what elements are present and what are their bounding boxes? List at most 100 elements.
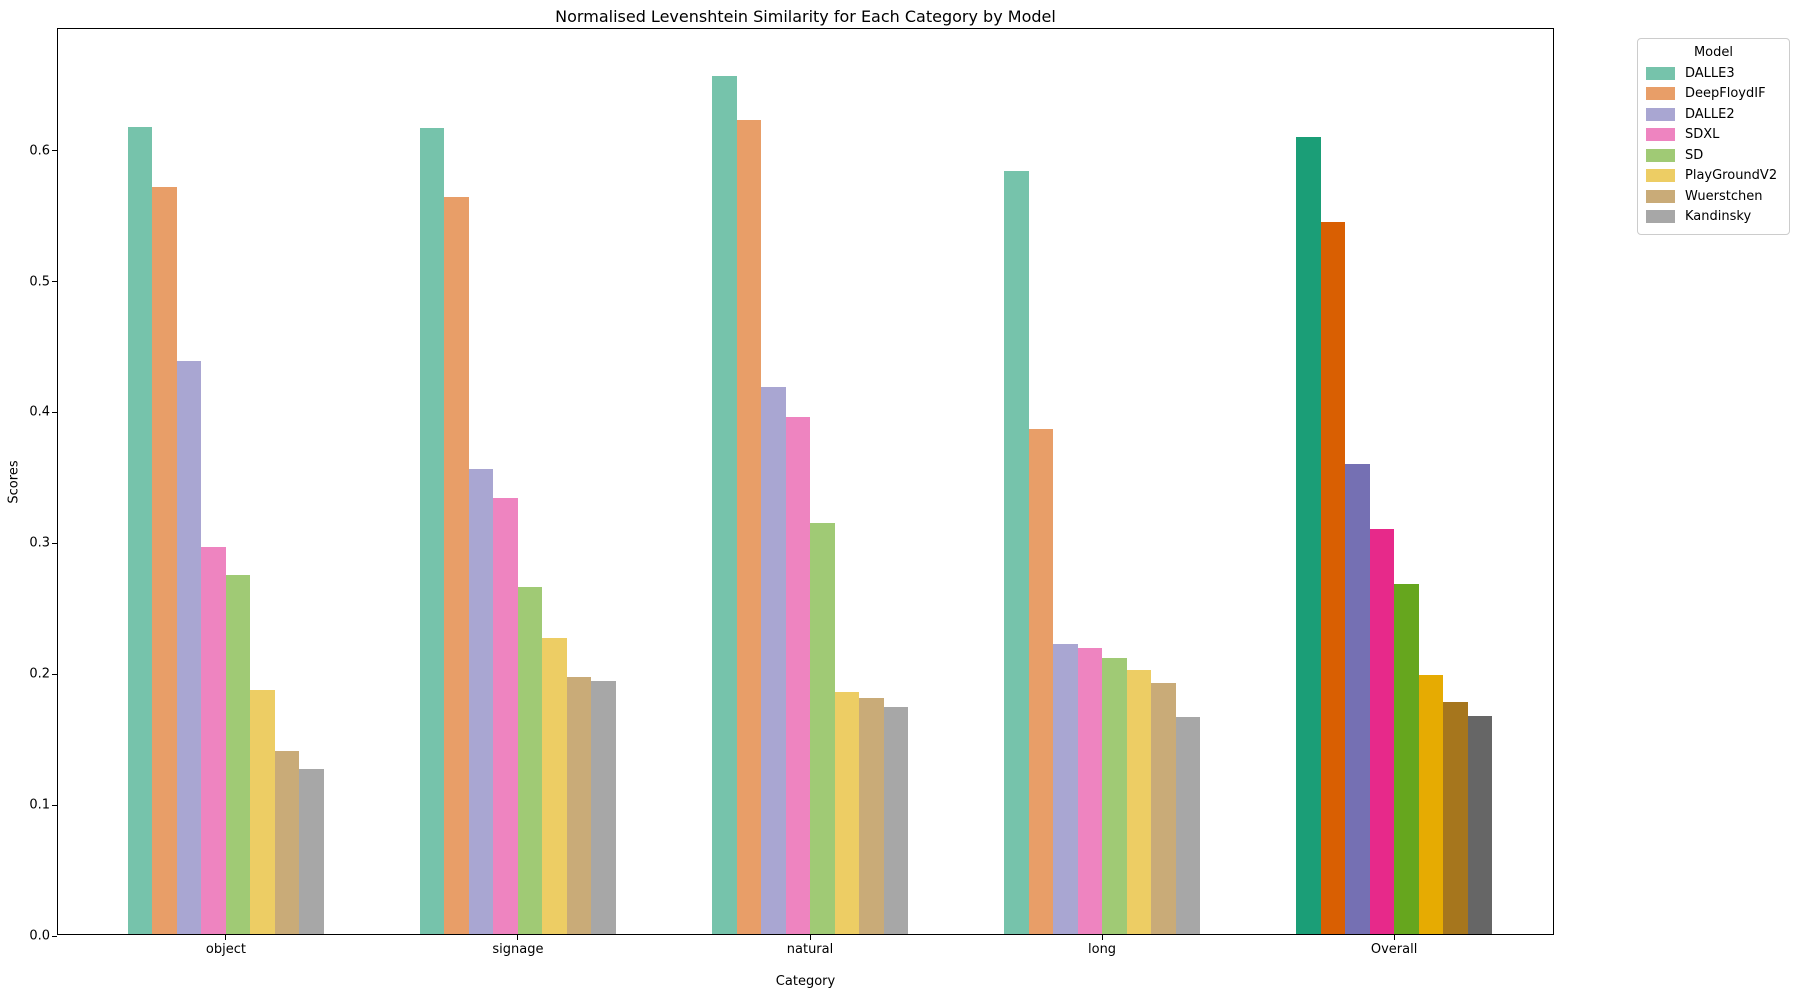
bar-overall-sdxl [1369,529,1395,934]
legend-item-kandinsky: Kandinsky [1646,207,1781,228]
legend-items: DALLE3 DeepFloydIF DALLE2 SDXL SD PlayGroundV… [1646,63,1781,227]
chart-title: Normalised Levenshtein Similarity for Ea… [555,7,1056,26]
x-tick-mark [225,935,227,940]
bar-group-object [127,29,324,934]
bar-natural-dalle2 [761,386,786,934]
x-tick-mark [517,935,519,940]
bar-group-long [1004,29,1201,934]
bar-long-sdxl [1077,648,1103,934]
bar-overall-kandinsky [1467,715,1493,934]
legend-label: SD [1685,147,1704,163]
y-axis-title: Scores [6,459,22,504]
legend-swatch-dalle3 [1646,66,1675,80]
y-tick-mark [52,281,57,283]
legend-item-sd: SD [1646,145,1781,166]
bar-signage-sdxl [493,497,518,934]
y-tick-mark [52,804,57,806]
legend-swatch-wuerstchen [1646,189,1675,203]
legend-item-wuerstchen: Wuerstchen [1646,186,1781,207]
legend-label: PlayGroundV2 [1685,168,1778,184]
legend-swatch-playgroundv2 [1646,169,1675,183]
bar-long-wuerstchen [1151,683,1176,934]
legend-item-playgroundv2: PlayGroundV2 [1646,166,1781,187]
legend-item-dalle3: DALLE3 [1646,63,1781,84]
bar-overall-deepfloydif [1320,222,1346,934]
legend-label: DALLE3 [1685,65,1735,81]
bar-signage-wuerstchen [566,676,592,934]
bar-overall-wuerstchen [1443,701,1468,934]
y-tick-label: 0.5 [29,274,50,290]
bar-object-kandinsky [299,769,324,934]
y-tick-mark [52,673,57,675]
legend-item-sdxl: SDXL [1646,125,1781,146]
x-tick-label-signage: signage [492,942,544,957]
bar-natural-dalle3 [712,76,737,934]
bar-signage-dalle3 [419,128,445,934]
legend-item-dalle2: DALLE2 [1646,104,1781,125]
y-tick-label: 0.6 [29,143,50,159]
bar-signage-dalle2 [468,469,494,934]
bar-long-sd [1102,658,1127,934]
legend-label: Kandinsky [1685,209,1752,225]
legend: Model DALLE3 DeepFloydIF DALLE2 SDXL SD PlayG… [1637,38,1790,235]
bar-overall-dalle3 [1296,137,1321,934]
bar-natural-wuerstchen [859,697,884,934]
y-tick-mark [52,150,57,152]
bar-long-dalle2 [1053,644,1078,934]
y-tick-label: 0.3 [29,535,50,551]
y-tick-label: 0.1 [29,797,50,813]
legend-label: SDXL [1685,127,1720,143]
plot-area: Scores Category 0.0 0.1 0.2 0.3 0.4 0.5 0.6 obj… [7,28,1554,989]
bar-signage-sd [517,586,543,934]
x-tick-label-long: long [1088,942,1117,957]
bar-object-sdxl [201,547,226,934]
x-tick-label-overall: Overall [1370,942,1418,957]
bar-signage-kandinsky [591,680,616,934]
bar-object-wuerstchen [274,751,300,934]
bar-overall-sd [1394,584,1419,934]
x-tick-mark [1393,935,1395,940]
bar-object-dalle2 [176,360,202,934]
y-tick-mark [52,935,57,937]
bar-natural-sdxl [785,416,810,934]
x-tick-label-natural: natural [786,942,834,957]
legend-swatch-deepfloydif [1646,87,1675,101]
legend-title: Model [1693,45,1734,60]
legend-label: Wuerstchen [1685,188,1763,204]
bar-object-sd [225,574,251,934]
bar-group-signage [419,29,616,934]
legend-label: DeepFloydIF [1685,86,1766,102]
legend-swatch-sd [1646,148,1675,162]
x-tick-mark [1101,935,1103,940]
y-tick-label: 0.0 [29,928,50,944]
x-tick-label-object: object [205,942,246,957]
bar-natural-sd [810,522,835,934]
legend-swatch-dalle2 [1646,107,1675,121]
bar-overall-playgroundv2 [1418,675,1444,934]
bar-group-overall [1296,29,1493,934]
bar-object-deepfloydif [152,187,177,934]
y-tick-label: 0.2 [29,666,50,682]
bar-natural-deepfloydif [736,120,761,934]
legend-swatch-sdxl [1646,128,1675,142]
bar-long-playgroundv2 [1126,670,1152,934]
bar-signage-playgroundv2 [542,637,567,934]
bar-long-kandinsky [1175,717,1201,934]
legend-item-deepfloydif: DeepFloydIF [1646,84,1781,105]
legend-swatch-kandinsky [1646,210,1675,224]
bar-group-natural [712,29,908,934]
bar-natural-kandinsky [883,706,908,934]
bar-object-playgroundv2 [250,689,275,934]
bar-natural-playgroundv2 [834,692,859,934]
legend-label: DALLE2 [1685,106,1735,122]
y-tick-mark [52,411,57,413]
bar-overall-dalle2 [1345,463,1370,934]
x-tick-mark [809,935,811,940]
bar-object-dalle3 [127,126,153,934]
y-tick-label: 0.4 [29,404,50,420]
y-tick-mark [52,542,57,544]
bar-long-deepfloydif [1028,428,1054,934]
bar-signage-deepfloydif [444,197,469,934]
bar-long-dalle3 [1004,171,1029,934]
